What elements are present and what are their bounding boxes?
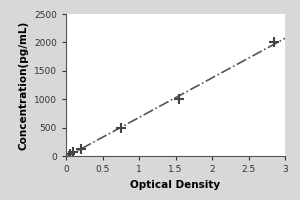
Y-axis label: Concentration(pg/mL): Concentration(pg/mL) (18, 20, 28, 150)
X-axis label: Optical Density: Optical Density (130, 180, 220, 190)
